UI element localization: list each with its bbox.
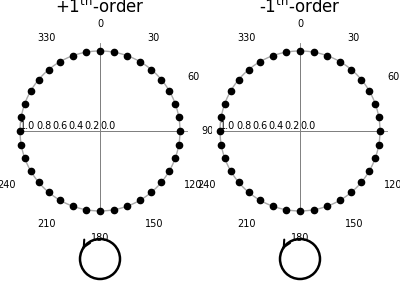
Title: +1$\mathregular{^{th}}$-order: +1$\mathregular{^{th}}$-order (55, 0, 145, 17)
Title: -1$\mathregular{^{th}}$-order: -1$\mathregular{^{th}}$-order (259, 0, 341, 17)
